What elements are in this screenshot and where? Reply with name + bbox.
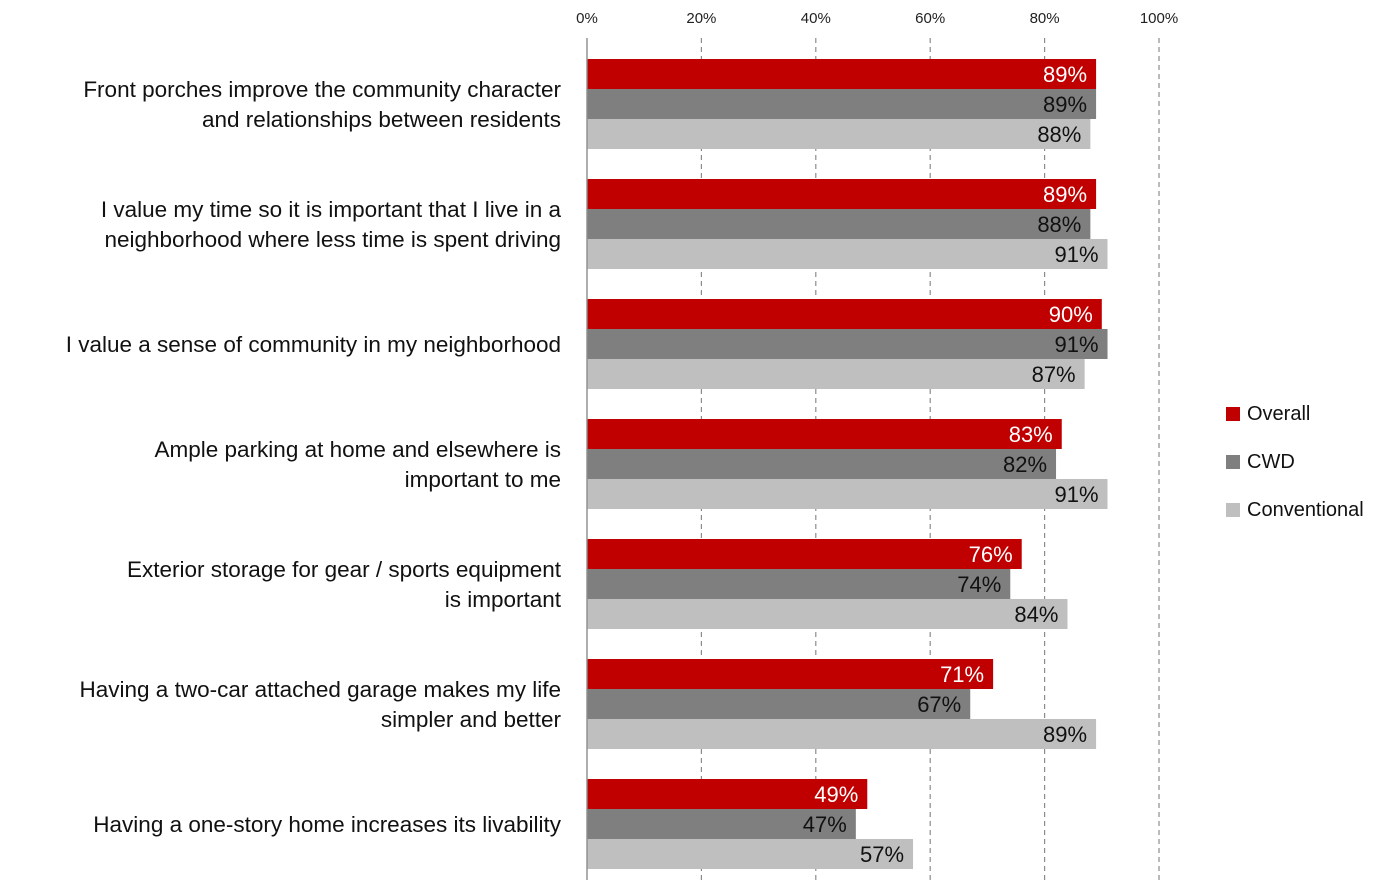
category-label: Exterior storage for gear / sports equip… [127,557,562,612]
bar-overall [587,179,1097,209]
x-tick-label: 60% [915,10,945,27]
bars: 89% 89% 88% 89% 88% 91% 90% 91% 87% 83% 82% 91% 76% 7… [587,59,1108,869]
category-label: Front porches improve the community char… [83,77,561,132]
data-label: 91% [1054,332,1098,357]
bar-cwd [587,809,856,839]
x-axis-ticks: 0% 20% 40% 60% 80% 100% [576,10,1178,27]
legend-swatch [1226,407,1240,421]
bar-conventional [587,599,1068,629]
category-label: Having a two-car attached garage makes m… [80,677,562,732]
category-label: I value a sense of community in my neigh… [66,332,561,357]
bar-cwd [587,329,1108,359]
legend-label: Conventional [1247,498,1364,521]
data-label: 88% [1037,122,1081,147]
bar-overall [587,419,1062,449]
data-label: 74% [957,572,1001,597]
legend-swatch [1226,455,1240,469]
data-label: 49% [814,782,858,807]
data-label: 88% [1037,212,1081,237]
data-label: 71% [940,662,984,687]
legend-item-cwd: CWD [1226,450,1364,474]
data-label: 83% [1009,422,1053,447]
legend: Overall CWD Conventional [1226,402,1364,546]
data-label: 91% [1054,482,1098,507]
bar-cwd [587,209,1091,239]
bar-overall [587,659,994,689]
data-label: 89% [1043,92,1087,117]
bar-overall [587,299,1102,329]
bar-overall [587,779,868,809]
data-label: 89% [1043,62,1087,87]
bar-cwd [587,569,1011,599]
data-label: 91% [1054,242,1098,267]
data-label: 57% [860,842,904,867]
bar-overall [587,59,1097,89]
legend-label: CWD [1247,450,1295,473]
legend-item-overall: Overall [1226,402,1364,426]
bar-conventional [587,479,1108,509]
bar-conventional [587,839,914,869]
category-labels: Front porches improve the community char… [66,77,562,837]
data-label: 84% [1014,602,1058,627]
bar-conventional [587,239,1108,269]
category-label: Having a one-story home increases its li… [93,812,561,837]
bar-conventional [587,359,1085,389]
legend-item-conventional: Conventional [1226,498,1364,522]
x-tick-label: 20% [686,10,716,27]
data-label: 89% [1043,722,1087,747]
x-tick-label: 40% [801,10,831,27]
bar-overall [587,539,1022,569]
data-label: 47% [803,812,847,837]
data-label: 82% [1003,452,1047,477]
x-tick-label: 100% [1140,10,1178,27]
data-label: 89% [1043,182,1087,207]
x-tick-label: 80% [1030,10,1060,27]
bar-conventional [587,719,1097,749]
data-label: 67% [917,692,961,717]
bar-cwd [587,89,1097,119]
bar-conventional [587,119,1091,149]
data-label: 76% [969,542,1013,567]
category-label: I value my time so it is important that … [101,197,562,252]
bar-cwd [587,689,971,719]
x-tick-label: 0% [576,10,598,27]
data-label: 90% [1049,302,1093,327]
legend-label: Overall [1247,402,1311,425]
legend-swatch [1226,503,1240,517]
data-label: 87% [1032,362,1076,387]
category-label: Ample parking at home and elsewhere is im… [155,437,561,492]
bar-cwd [587,449,1057,479]
